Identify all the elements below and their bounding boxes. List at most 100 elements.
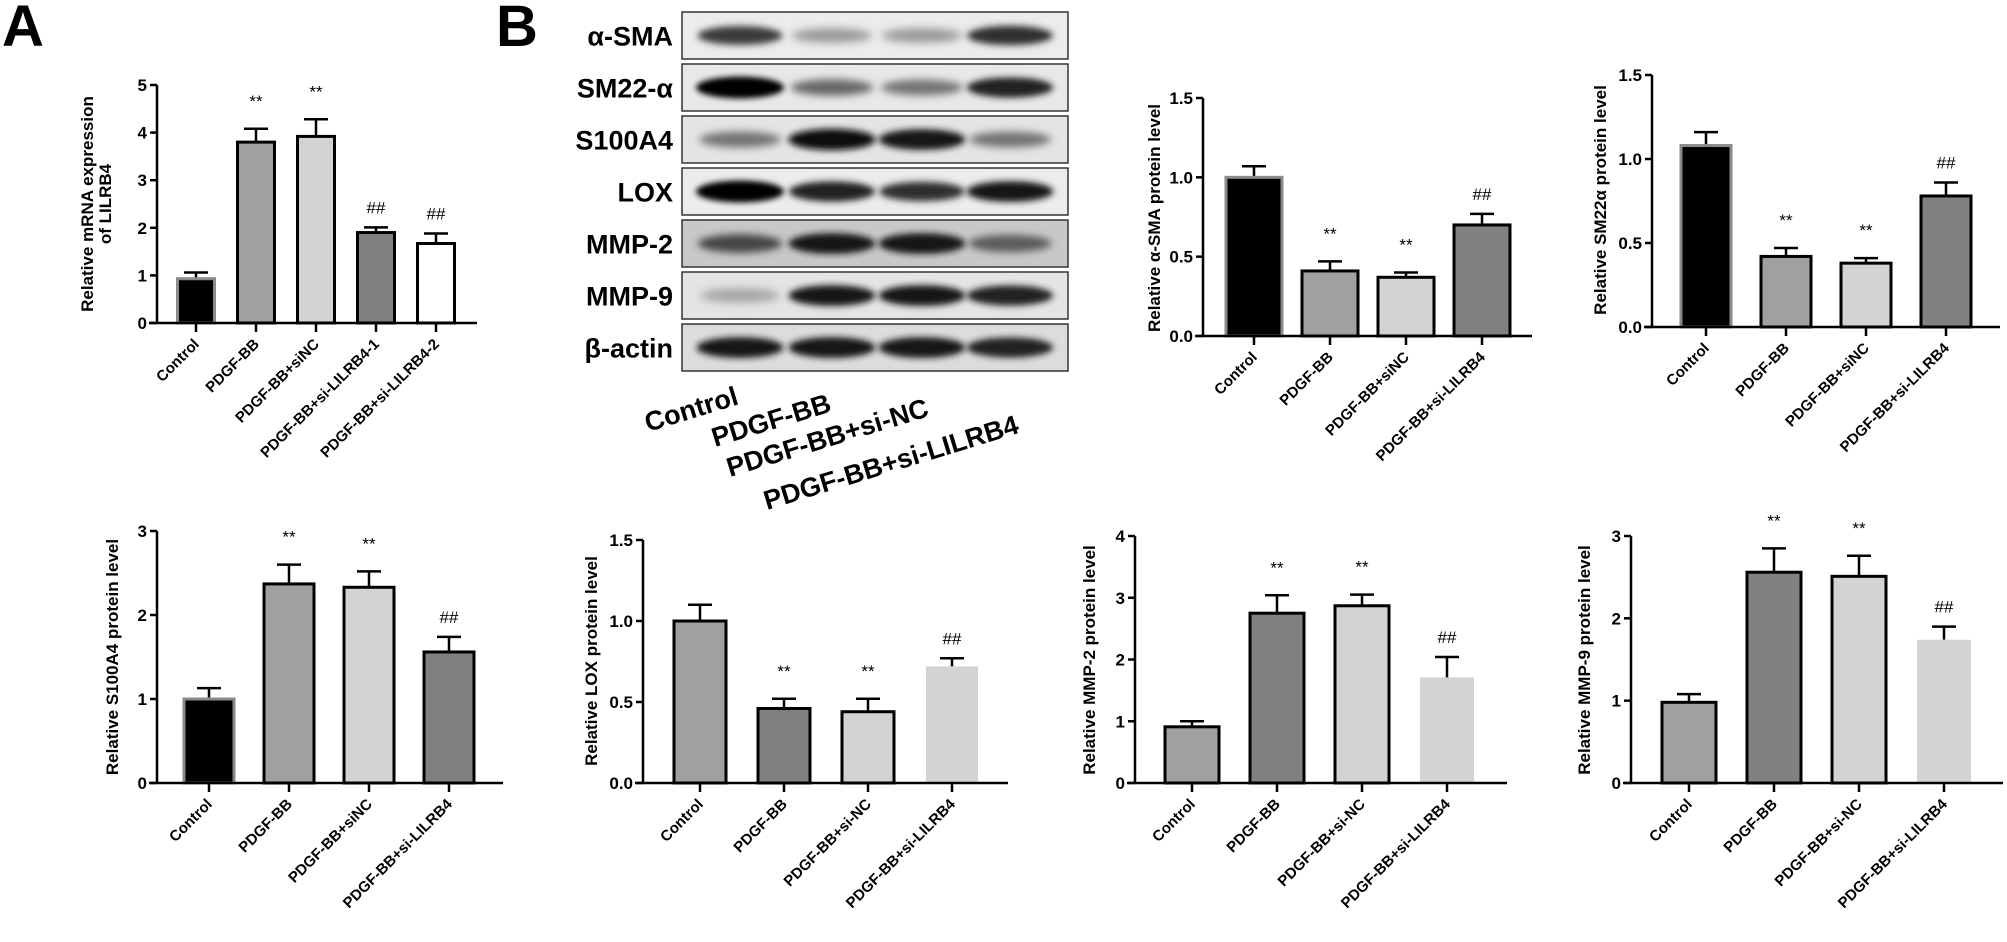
y-axis-label: Relative SM22α protein level	[1591, 85, 1610, 315]
bar	[182, 686, 236, 785]
western-blot: α-SMASM22-αS100A4LOXMMP-2MMP-9β-actinCon…	[575, 11, 1069, 516]
significance-marker: ##	[367, 198, 386, 217]
bar-rect	[1248, 611, 1306, 785]
x-category-label: Control	[1149, 796, 1199, 846]
blot-row: β-actin	[585, 323, 1069, 372]
x-category-label: Control	[1646, 796, 1696, 846]
x-category-label: PDGF-BB+siNC	[285, 796, 376, 887]
bar-rect	[1333, 604, 1391, 785]
y-tick-label: 0	[138, 314, 147, 333]
bar-rect	[296, 134, 336, 325]
bar	[1660, 692, 1718, 785]
x-category-label: PDGF-BB	[1223, 796, 1283, 856]
significance-marker: ##	[1935, 598, 1954, 617]
protein-band	[788, 181, 876, 202]
significance-marker: ##	[427, 205, 446, 224]
chart-mmp9-protein: Relative MMP-9 protein level 0 1 2 3 Control *…	[1575, 511, 2003, 912]
protein-label: MMP-2	[586, 230, 673, 260]
y-axis-label: Relative MMP-9 protein level	[1575, 545, 1594, 775]
x-category-label: PDGF-BB+si-NC	[1275, 796, 1369, 890]
bar: ##	[416, 205, 456, 325]
blot-row: α-SMA	[587, 11, 1069, 60]
x-category-label: PDGF-BB+siNC	[1782, 340, 1873, 431]
significance-marker: ##	[440, 608, 459, 627]
protein-band	[697, 26, 783, 45]
significance-marker: **	[1355, 558, 1369, 577]
y-tick-label: 2	[138, 606, 147, 625]
bar-rect	[1839, 261, 1893, 329]
y-tick-label: 0.5	[609, 693, 633, 712]
significance-marker: **	[362, 534, 376, 553]
protein-band	[791, 28, 873, 43]
bar: **	[840, 662, 896, 785]
bar: ##	[1420, 628, 1474, 783]
bar-rect	[926, 666, 978, 783]
protein-band	[788, 233, 876, 254]
bar-rect	[236, 140, 276, 325]
bar: ##	[1452, 185, 1512, 338]
y-axis-label: of LILRB4	[96, 163, 115, 244]
significance-marker: **	[1859, 221, 1873, 240]
chart-lox-protein: Relative LOX protein level 0.0 0.5 1.0 1.5 Co…	[582, 531, 1008, 912]
y-tick-label: 1.5	[1618, 66, 1642, 85]
bar-rect	[416, 242, 456, 325]
bar: **	[1248, 558, 1306, 785]
x-category-label: PDGF-BB	[235, 796, 295, 856]
protein-band	[966, 77, 1054, 98]
x-category-label: Control	[657, 796, 707, 846]
bar-rect	[672, 619, 728, 785]
y-tick-label: 0.5	[1169, 248, 1193, 267]
significance-marker: **	[1767, 511, 1781, 530]
bar-rect	[1919, 194, 1973, 329]
blot-row: LOX	[617, 167, 1069, 216]
protein-band	[878, 285, 966, 306]
bar: ##	[1919, 154, 1973, 329]
bar-rect	[756, 706, 812, 785]
bar-rect	[342, 585, 396, 785]
protein-band	[697, 234, 783, 253]
y-tick-label: 2	[1612, 609, 1621, 628]
y-tick-label: 1	[138, 690, 147, 709]
y-tick-label: 0.0	[609, 774, 633, 793]
y-tick-label: 1	[138, 266, 147, 285]
bar	[1679, 130, 1733, 329]
y-tick-label: 0	[1612, 774, 1621, 793]
y-tick-label: 1	[1116, 712, 1125, 731]
x-category-label: Control	[1663, 340, 1713, 390]
y-axis-label: Relative α-SMA protein level	[1145, 104, 1164, 332]
chart-mmp2-protein: Relative MMP-2 protein level 0 1 2 3 4 Control…	[1080, 527, 1507, 912]
panel-label-b: B	[496, 0, 538, 59]
bar: **	[1376, 236, 1436, 338]
bar-rect	[356, 231, 396, 325]
bar: **	[1759, 211, 1813, 329]
bar: **	[296, 82, 336, 325]
significance-marker: **	[861, 662, 875, 681]
protein-band	[696, 337, 784, 358]
protein-band	[968, 234, 1052, 253]
bar-rect	[840, 710, 896, 785]
significance-marker: **	[309, 82, 323, 101]
y-tick-label: 1	[1612, 692, 1621, 711]
blot-row: MMP-2	[586, 219, 1069, 268]
x-category-label: PDGF-BB+si-NC	[781, 796, 875, 890]
bar: **	[262, 528, 316, 785]
protein-label: LOX	[617, 178, 673, 208]
x-category-label: PDGF-BB	[1720, 796, 1780, 856]
y-tick-label: 5	[138, 76, 147, 95]
y-axis-label: Relative mRNA expression	[78, 96, 97, 312]
significance-marker: **	[777, 662, 791, 681]
protein-label: S100A4	[575, 126, 673, 156]
bar-rect	[1452, 223, 1512, 338]
y-axis-label: Relative MMP-2 protein level	[1080, 545, 1099, 775]
y-tick-label: 2	[1116, 651, 1125, 670]
y-tick-label: 1.5	[609, 531, 633, 550]
significance-marker: **	[282, 528, 296, 547]
significance-marker: ##	[1438, 628, 1457, 647]
y-tick-label: 3	[1116, 589, 1125, 608]
protein-label: β-actin	[585, 334, 674, 364]
bar-rect	[1224, 175, 1284, 338]
chart-sm22a-protein: Relative SM22α protein level 0.0 0.5 1.0 1.5…	[1591, 66, 2000, 456]
protein-band	[699, 131, 781, 148]
x-category-label: Control	[166, 796, 216, 846]
